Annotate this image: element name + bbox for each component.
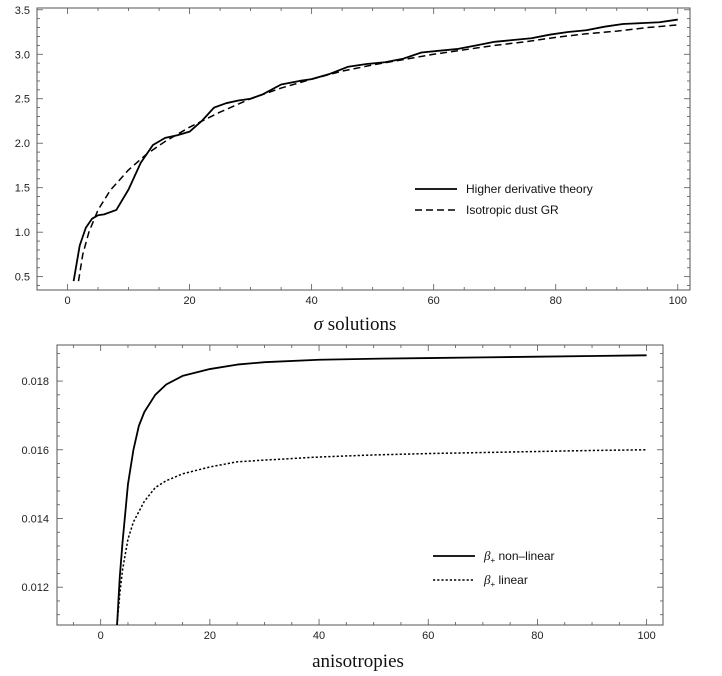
legend-label-1: Higher derivative theory bbox=[466, 182, 593, 196]
caption-sigma-text: solutions bbox=[323, 314, 396, 335]
legend-text: linear bbox=[495, 573, 528, 587]
series-line-2 bbox=[116, 449, 647, 626]
x-tick-label: 100 bbox=[669, 295, 687, 307]
legend-symbol: β bbox=[483, 572, 491, 587]
legend-subscript: + bbox=[490, 580, 495, 589]
x-tick-label: 0 bbox=[98, 630, 104, 642]
caption-anisotropies: anisotropies bbox=[312, 651, 404, 672]
x-tick-label: 0 bbox=[64, 295, 70, 307]
plot-frame bbox=[36, 7, 691, 291]
x-tick-label: 60 bbox=[428, 295, 440, 307]
y-tick-label: 2.0 bbox=[15, 138, 30, 150]
caption-sigma-symbol: σ bbox=[314, 314, 324, 335]
legend-label-2: β+ linear bbox=[483, 572, 528, 589]
series-line-1 bbox=[116, 354, 647, 626]
legend-label-1: β+ non–linear bbox=[483, 548, 555, 565]
y-tick-label: 0.012 bbox=[21, 582, 49, 594]
legend-symbol: β bbox=[483, 548, 491, 563]
legend-subscript: + bbox=[490, 556, 495, 565]
y-tick-label: 1.5 bbox=[15, 183, 30, 195]
x-tick-label: 100 bbox=[637, 630, 655, 642]
series-line-1 bbox=[72, 18, 678, 282]
y-tick-label: 1.0 bbox=[15, 227, 30, 239]
series-line-2 bbox=[77, 24, 678, 282]
x-tick-label: 40 bbox=[313, 630, 325, 642]
y-tick-label: 0.5 bbox=[15, 272, 30, 284]
x-tick-label: 80 bbox=[550, 295, 562, 307]
legend-text: non–linear bbox=[495, 549, 554, 563]
y-tick-label: 0.016 bbox=[21, 445, 49, 457]
x-tick-label: 40 bbox=[306, 295, 318, 307]
y-tick-label: 0.014 bbox=[21, 513, 49, 525]
y-tick-label: 3.0 bbox=[15, 49, 30, 61]
x-tick-label: 20 bbox=[204, 630, 216, 642]
y-tick-label: 2.5 bbox=[15, 94, 30, 106]
legend-label-2: Isotropic dust GR bbox=[466, 203, 559, 217]
chart-sigma-solutions: 0 20 40 60 80 100 0.5 1.0 1.5 2.0 2.5 3.0 3.5 Higher … bbox=[15, 5, 691, 307]
y-tick-label: 0.018 bbox=[21, 376, 49, 388]
x-tick-label: 80 bbox=[531, 630, 543, 642]
x-tick-label: 20 bbox=[183, 295, 195, 307]
plot-frame bbox=[56, 344, 664, 626]
caption-sigma-solutions: σ solutions bbox=[314, 314, 397, 335]
y-tick-label: 3.5 bbox=[15, 5, 30, 17]
x-tick-label: 60 bbox=[422, 630, 434, 642]
